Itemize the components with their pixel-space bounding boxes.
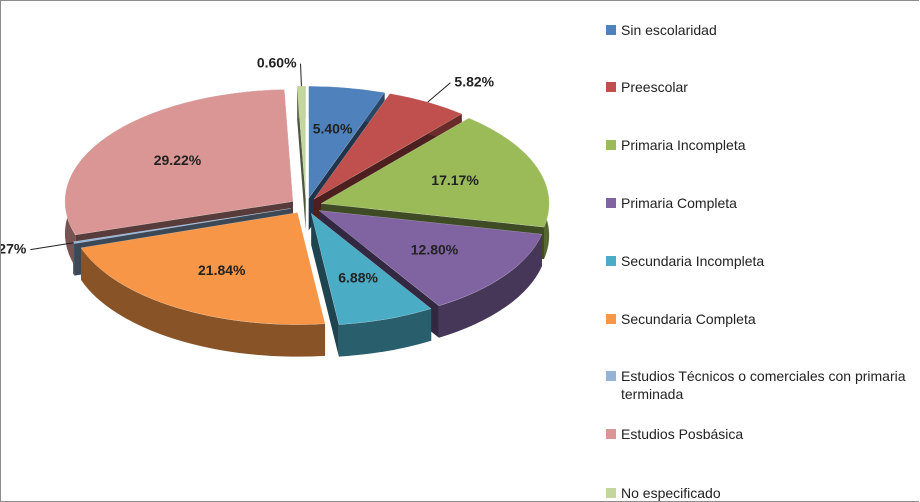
data-label: 0.60%: [257, 54, 297, 70]
data-label: 5.82%: [454, 73, 494, 89]
slice-wall: [438, 234, 542, 338]
legend-item: Secundaria Incompleta: [606, 252, 919, 270]
legend-swatch: [606, 371, 616, 381]
legend-swatch: [606, 82, 616, 92]
legend-swatch: [606, 256, 616, 266]
data-label: 17.17%: [431, 172, 479, 188]
legend-swatch: [606, 25, 616, 35]
legend-item: Secundaria Completa: [606, 310, 919, 328]
legend-item: No especificado: [606, 484, 919, 501]
data-label: 21.84%: [198, 262, 246, 278]
legend-item: Estudios Posbásica: [606, 425, 919, 443]
leader-line: [300, 63, 302, 87]
pie-plot: 5.40% 5.82% 17.17% 12.80% 6.88% 21.84% 0.27% 29…: [1, 54, 550, 357]
slice: [318, 210, 543, 307]
leader-line: [427, 82, 451, 103]
data-label: 29.22%: [154, 152, 202, 168]
slice: [320, 117, 550, 228]
slice-wall: [73, 241, 75, 276]
slice-side: [311, 213, 339, 357]
legend-item: Sin escolaridad: [606, 21, 919, 39]
legend-label: Preescolar: [621, 79, 688, 95]
legend-label: Primaria Incompleta: [621, 137, 746, 153]
legend-label: Secundaria Completa: [621, 311, 756, 327]
legend-label: No especificado: [621, 485, 721, 501]
legend-label: Sin escolaridad: [621, 22, 717, 38]
slice: [80, 212, 326, 325]
legend-swatch: [606, 314, 616, 324]
slice: [310, 212, 432, 325]
slice: [308, 86, 386, 200]
slice-wall: [338, 308, 432, 357]
legend-label: Secundaria Incompleta: [621, 253, 765, 269]
slice-wall: [80, 247, 326, 357]
legend-item: Primaria Incompleta: [606, 136, 919, 154]
data-label: 0.27%: [1, 240, 27, 256]
legend-label: Estudios Posbásica: [621, 426, 744, 442]
slice: [296, 85, 306, 199]
data-label: 5.40%: [313, 121, 353, 137]
slice: [313, 93, 463, 200]
legend-swatch: [606, 429, 616, 439]
legend-item: Preescolar: [606, 78, 919, 96]
legend-item: Primaria Completa: [606, 194, 919, 212]
slice: [64, 89, 294, 236]
data-label: 12.80%: [411, 241, 459, 257]
legend-label: Estudios Técnicos o comerciales con prim…: [621, 368, 906, 402]
slice-side: [297, 86, 306, 231]
legend-swatch: [606, 140, 616, 150]
leader-line: [30, 242, 74, 251]
legend-swatch: [606, 488, 616, 498]
data-label: 6.88%: [338, 270, 378, 286]
legend-item: Estudios Técnicos o comerciales con prim…: [606, 367, 919, 403]
legend-label: Primaria Completa: [621, 195, 737, 211]
legend-swatch: [606, 198, 616, 208]
